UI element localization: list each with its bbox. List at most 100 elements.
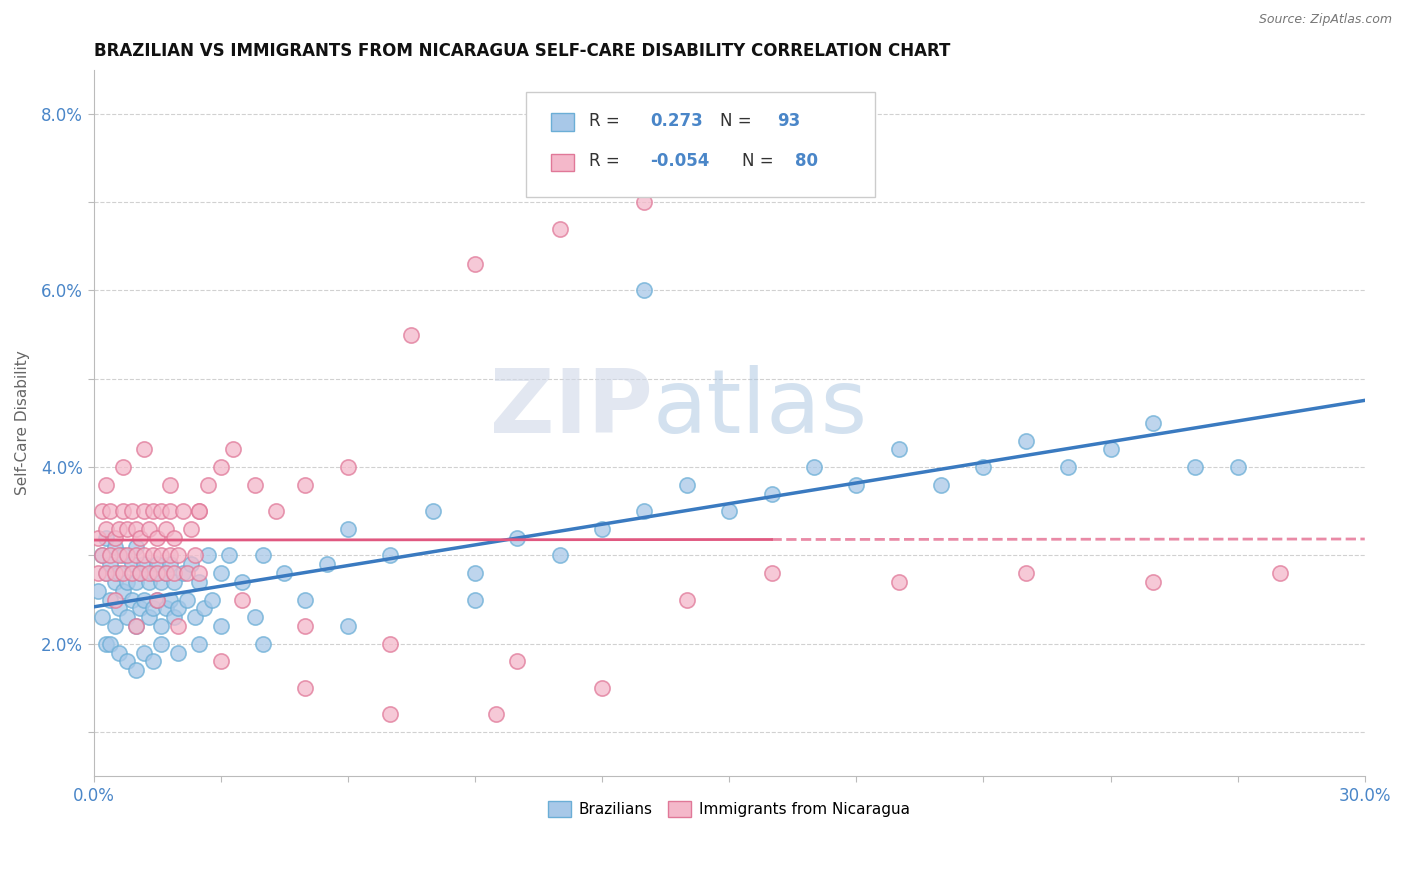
Point [138,574,160,589]
Point [138,566,160,580]
Point [294,619,316,633]
Point [243,610,266,624]
Point [294,592,316,607]
Point [150,637,173,651]
Point [112,549,135,563]
Point [633,284,655,298]
Point [761,566,783,580]
Point [146,592,169,607]
Point [1057,460,1080,475]
Point [887,574,910,589]
Point [108,549,131,563]
Point [336,460,359,475]
Point [273,566,295,580]
Point [506,531,529,545]
Point [845,477,868,491]
Point [172,504,194,518]
Point [485,707,508,722]
Point [180,522,202,536]
Point [150,549,173,563]
Point [633,195,655,210]
Point [117,549,139,563]
Point [108,646,131,660]
Point [104,566,127,580]
Point [252,549,274,563]
Point [591,522,613,536]
Point [129,531,152,545]
Point [243,477,266,491]
Point [117,654,139,668]
Point [96,531,118,545]
Point [172,566,194,580]
Point [125,619,148,633]
Text: Source: ZipAtlas.com: Source: ZipAtlas.com [1258,13,1392,27]
Point [803,460,825,475]
Point [231,574,253,589]
Point [929,477,952,491]
Point [100,504,122,518]
FancyBboxPatch shape [551,113,574,131]
Point [718,504,741,518]
Point [129,566,152,580]
Text: N =: N = [742,153,779,170]
Point [134,549,156,563]
Point [464,566,486,580]
Text: N =: N = [720,112,756,130]
Point [591,681,613,695]
Point [121,558,143,572]
Point [188,504,211,518]
Point [231,592,253,607]
Point [201,592,224,607]
Point [129,566,152,580]
Point [761,486,783,500]
FancyBboxPatch shape [526,92,876,197]
Point [176,566,198,580]
Point [125,619,148,633]
Point [159,558,181,572]
Point [129,601,152,615]
Point [506,654,529,668]
Point [134,646,156,660]
Point [184,610,207,624]
Text: BRAZILIAN VS IMMIGRANTS FROM NICARAGUA SELF-CARE DISABILITY CORRELATION CHART: BRAZILIAN VS IMMIGRANTS FROM NICARAGUA S… [94,42,950,60]
Point [142,566,165,580]
Point [100,637,122,651]
Point [142,504,165,518]
Point [548,221,571,235]
Point [163,531,186,545]
Point [222,442,245,457]
Point [96,477,118,491]
Point [104,574,127,589]
Point [146,558,169,572]
Point [188,504,211,518]
Point [125,663,148,677]
Point [150,619,173,633]
Point [633,504,655,518]
Point [1226,460,1249,475]
Point [104,531,127,545]
Point [125,522,148,536]
Point [264,504,287,518]
Point [155,522,177,536]
Point [100,592,122,607]
Point [163,574,186,589]
Point [117,574,139,589]
Point [159,592,181,607]
Point [134,592,156,607]
Point [209,566,232,580]
Point [159,549,181,563]
Point [163,610,186,624]
Point [134,504,156,518]
Point [209,460,232,475]
Point [548,549,571,563]
Point [138,522,160,536]
Point [146,592,169,607]
Point [197,549,219,563]
Point [401,327,423,342]
Text: 80: 80 [796,153,818,170]
Point [378,549,401,563]
FancyBboxPatch shape [551,153,574,171]
Text: -0.054: -0.054 [651,153,710,170]
Point [87,566,110,580]
Point [91,549,114,563]
